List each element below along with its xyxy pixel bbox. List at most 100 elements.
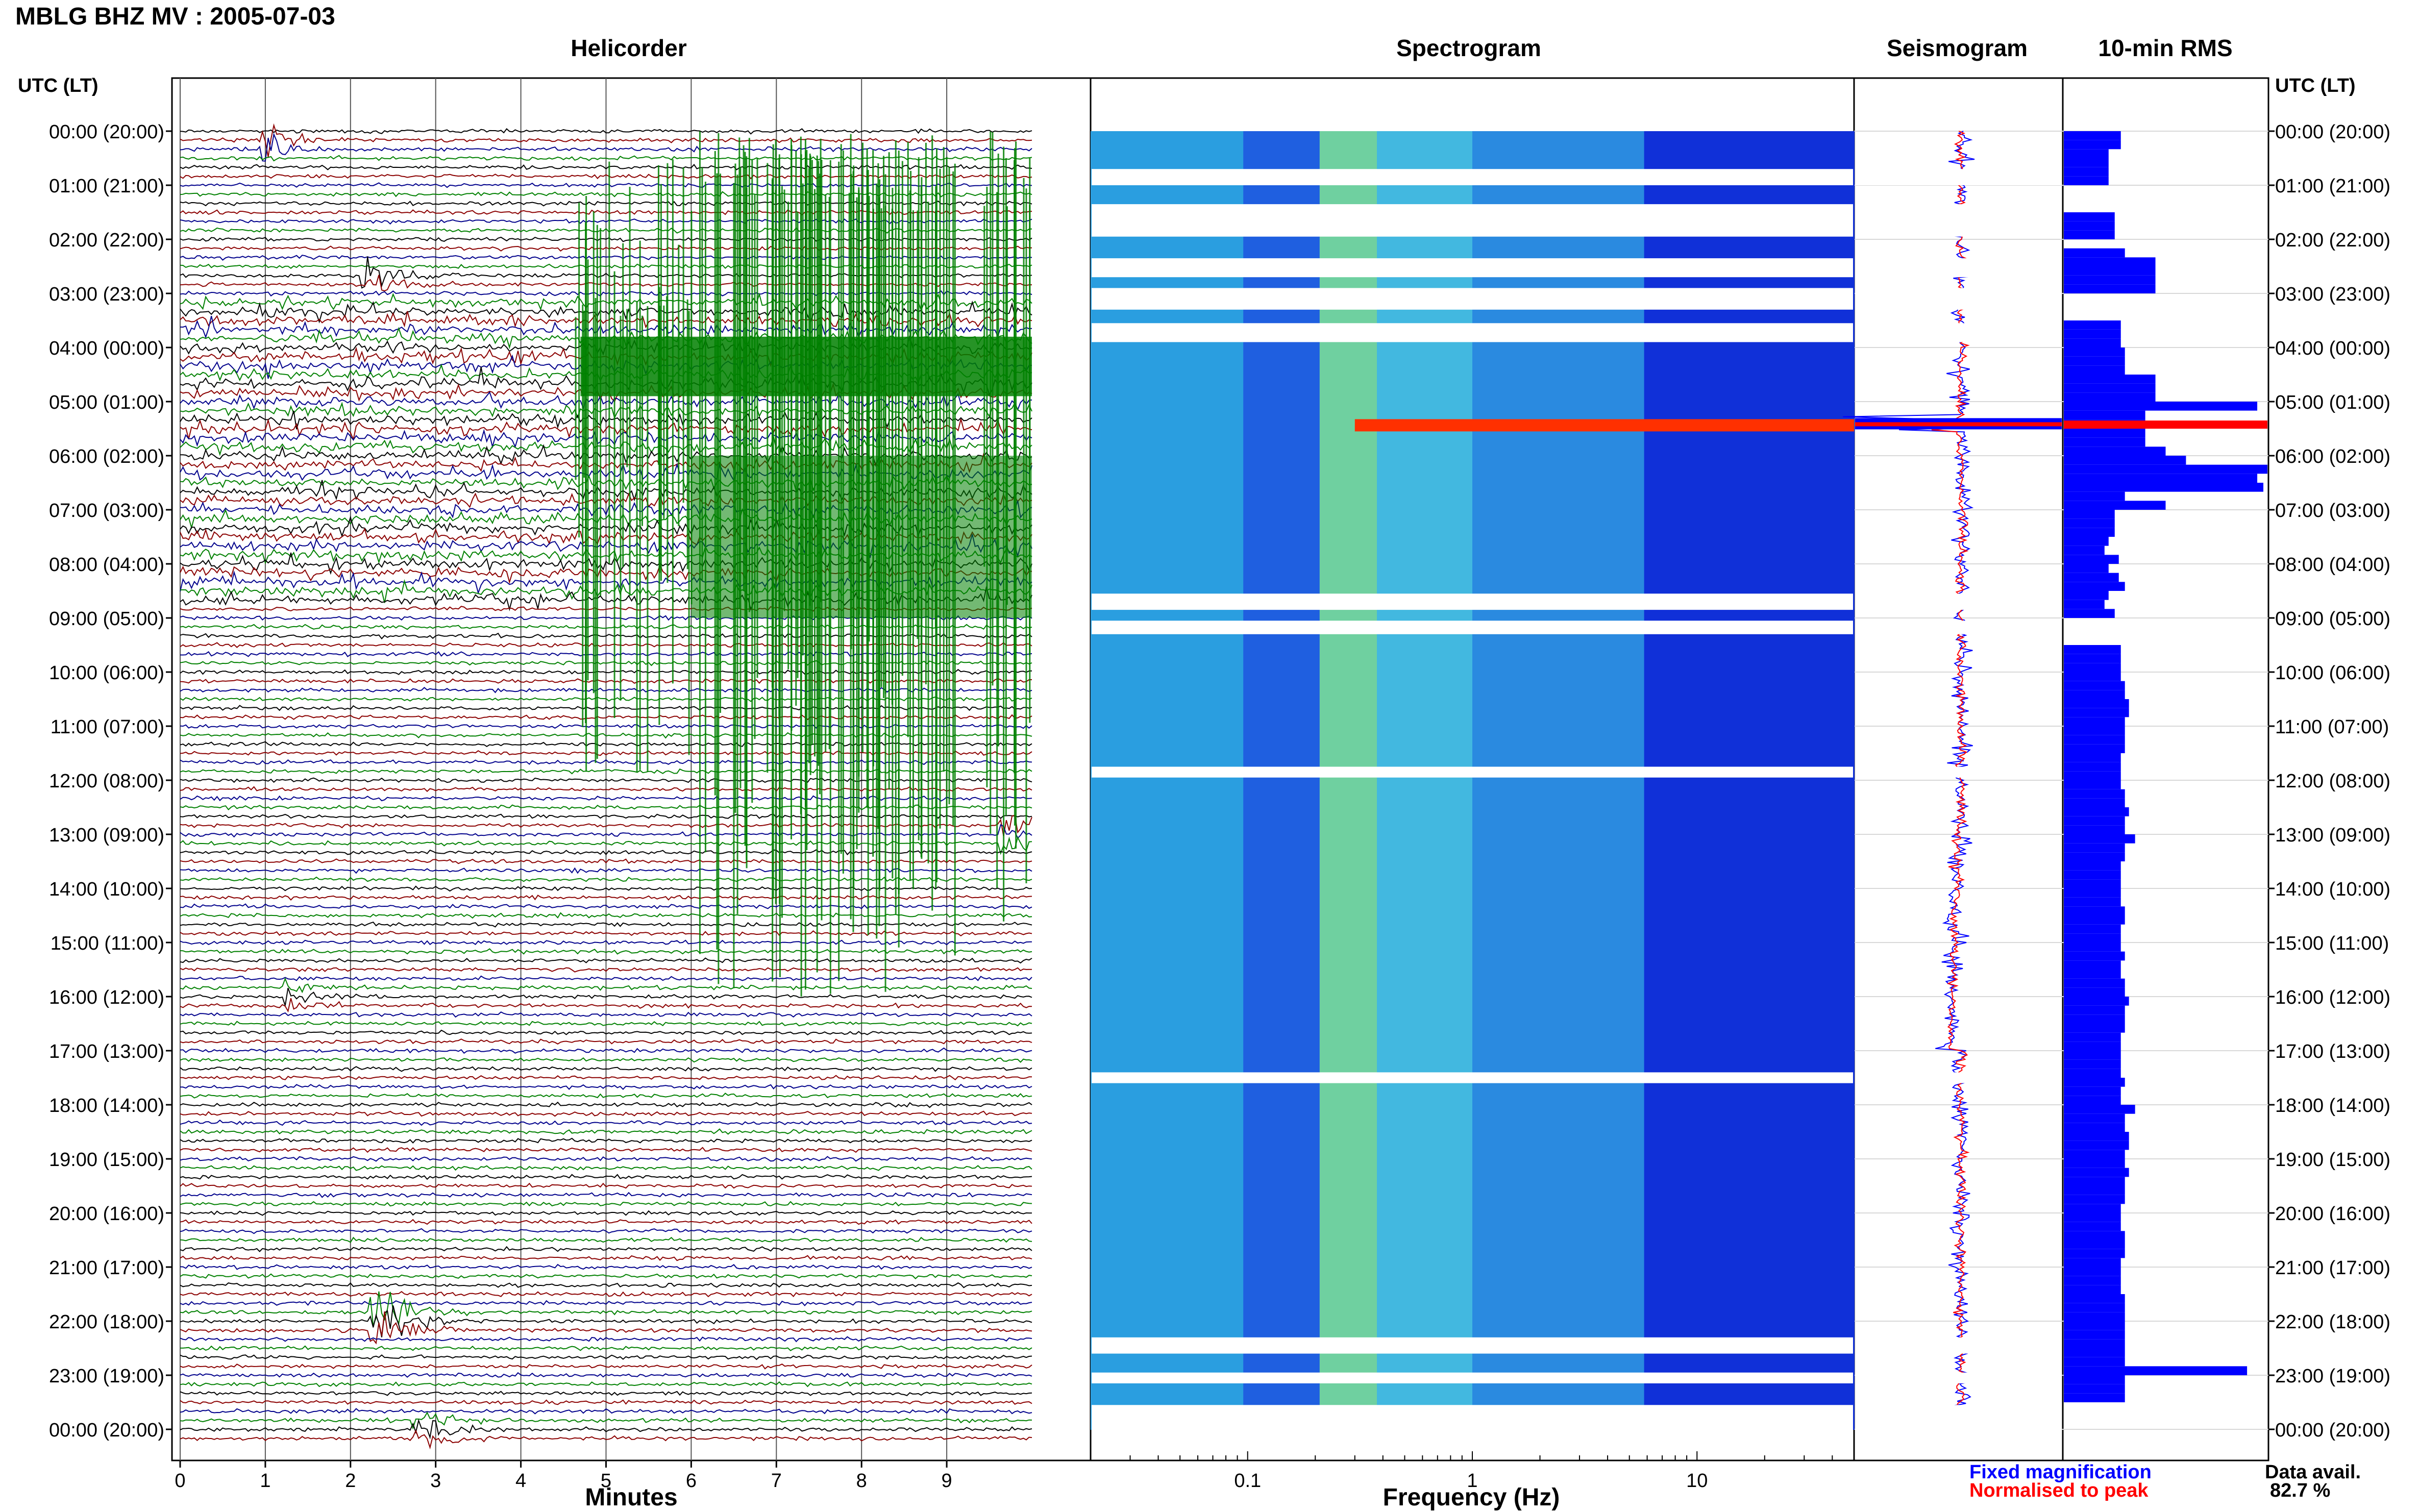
spectrogram-cell: [1529, 848, 1549, 862]
time-label-right: 14:00 (10:00): [2275, 879, 2390, 900]
spectrogram-cell: [1319, 185, 1340, 200]
spectrogram-cell: [1224, 144, 1244, 159]
rms-bar: [2064, 987, 2125, 997]
spectrogram-cell: [1759, 834, 1779, 849]
spectrogram-cell: [1644, 726, 1664, 740]
spectrogram-cell: [1491, 1105, 1511, 1119]
spectrogram-cell: [1606, 361, 1626, 375]
spectrogram-cell: [1587, 402, 1607, 416]
spectrogram-cell: [1415, 1091, 1435, 1105]
spectrogram-cell: [1472, 1132, 1492, 1146]
spectrogram-cell: [1434, 970, 1454, 984]
spectrogram-cell: [1759, 672, 1779, 686]
spectrogram-cell: [1796, 577, 1817, 591]
spectrogram-cell: [1472, 577, 1492, 591]
spectrogram-cell: [1453, 1010, 1473, 1024]
spectrogram-cell: [1319, 456, 1340, 470]
time-label-right: 06:00 (02:00): [2275, 446, 2390, 467]
spectrogram-cell: [1778, 1321, 1797, 1335]
spectrogram-cell: [1701, 564, 1721, 578]
spectrogram-cell: [1281, 131, 1301, 145]
spectrogram-cell: [1357, 739, 1377, 754]
spectrogram-cell: [1224, 402, 1244, 416]
rms-bar: [2064, 483, 2264, 492]
spectrogram-cell: [1128, 1051, 1149, 1065]
spectrogram-cell: [1587, 1280, 1607, 1295]
spectrogram-cell: [1377, 185, 1397, 200]
spectrogram-cell: [1396, 1294, 1416, 1308]
time-label-right: 19:00 (15:00): [2275, 1149, 2390, 1171]
minute-tick-label: 3: [430, 1470, 441, 1492]
spectrogram-cell: [1186, 943, 1206, 957]
spectrogram-cell: [1663, 1091, 1683, 1105]
spectrogram-cell: [1816, 794, 1836, 808]
spectrogram-cell: [1472, 361, 1492, 375]
spectrogram-cell: [1148, 726, 1168, 740]
spectrogram-cell: [1796, 402, 1817, 416]
spectrogram-cell: [1396, 564, 1416, 578]
spectrogram-cell: [1357, 496, 1377, 510]
spectrogram-cell: [1300, 699, 1320, 713]
spectrogram-cell: [1568, 1159, 1588, 1173]
spectrogram-cell: [1548, 1105, 1568, 1119]
spectrogram-cell: [1663, 1213, 1683, 1227]
spectrogram-cell: [1186, 144, 1206, 159]
spectrogram-cell: [1453, 929, 1473, 943]
spectrogram-cell: [1415, 1051, 1435, 1065]
spectrogram-cell: [1510, 956, 1531, 970]
spectrogram-cell: [1396, 1226, 1416, 1241]
spectrogram-cell: [1319, 1199, 1340, 1213]
spectrogram-cell: [1319, 402, 1340, 416]
spectrogram-cell: [1568, 537, 1588, 551]
spectrogram-cell: [1339, 834, 1359, 849]
spectrogram-cell: [1205, 1213, 1225, 1227]
spectrogram-cell: [1472, 902, 1492, 916]
spectrogram-cell: [1701, 577, 1721, 591]
spectrogram-cell: [1109, 848, 1129, 862]
spectrogram-cell: [1796, 442, 1817, 456]
rms-bar: [2064, 1051, 2121, 1060]
spectrogram-cell: [1835, 361, 1855, 375]
spectrogram-cell: [1548, 997, 1568, 1011]
spectrogram-cell: [1377, 753, 1397, 767]
spectrogram-cell: [1682, 1321, 1702, 1335]
spectrogram-cell: [1548, 1145, 1568, 1159]
spectrogram-cell: [1720, 1307, 1740, 1322]
spectrogram-cell: [1357, 1253, 1377, 1268]
spectrogram-cell: [1491, 1307, 1511, 1322]
spectrogram-cell: [1548, 348, 1568, 362]
spectrogram-cell: [1224, 415, 1244, 429]
spectrogram-cell: [1148, 1267, 1168, 1281]
helicorder-trace: [180, 1083, 1032, 1090]
spectrogram-cell: [1339, 956, 1359, 970]
spectrogram-cell: [1453, 658, 1473, 673]
spectrogram-cell: [1739, 348, 1759, 362]
spectrogram-cell: [1529, 239, 1549, 254]
spectrogram-cell: [1453, 739, 1473, 754]
spectrogram-cell: [1778, 375, 1797, 389]
spectrogram-cell: [1778, 726, 1797, 740]
spectrogram-cell: [1281, 402, 1301, 416]
spectrogram-cell: [1472, 1389, 1492, 1403]
spectrogram-cell: [1548, 902, 1568, 916]
spectrogram-cell: [1739, 456, 1759, 470]
spectrogram-cell: [1319, 888, 1340, 903]
helicorder-trace: [180, 1192, 1032, 1198]
spectrogram-cell: [1091, 794, 1110, 808]
helicorder-trace: [180, 1210, 1032, 1216]
spectrogram-cell: [1663, 402, 1683, 416]
spectrogram-cell: [1720, 1037, 1740, 1051]
spectrogram-cell: [1148, 1037, 1168, 1051]
spectrogram-cell: [1778, 388, 1797, 402]
spectrogram-cell: [1682, 402, 1702, 416]
spectrogram-cell: [1339, 550, 1359, 564]
spectrogram-cell: [1224, 1389, 1244, 1403]
spectrogram-cell: [1091, 1240, 1110, 1254]
spectrogram-cell: [1778, 144, 1797, 159]
spectrogram-cell: [1453, 1024, 1473, 1038]
spectrogram-cell: [1453, 753, 1473, 767]
spectrogram-cell: [1148, 523, 1168, 537]
spectrogram-cell: [1396, 1389, 1416, 1403]
spectrogram-cell: [1300, 1321, 1320, 1335]
spectrogram-cell: [1224, 537, 1244, 551]
